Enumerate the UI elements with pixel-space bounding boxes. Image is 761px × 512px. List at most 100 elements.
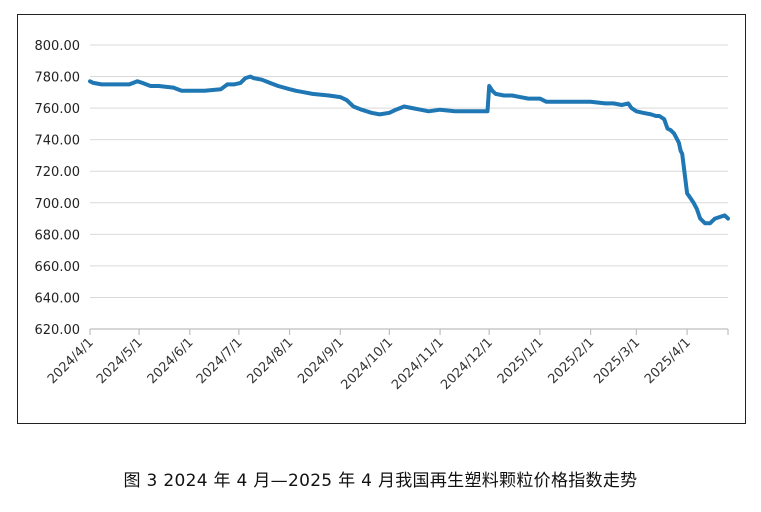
data-point bbox=[438, 108, 442, 112]
data-point bbox=[698, 216, 702, 221]
data-point bbox=[302, 90, 306, 94]
data-point bbox=[641, 111, 645, 115]
data-point bbox=[171, 86, 176, 90]
data-point bbox=[718, 215, 722, 219]
data-point bbox=[588, 100, 593, 104]
x-tick-label: 2024/9/1 bbox=[295, 335, 347, 387]
data-point bbox=[351, 104, 355, 109]
x-tick-label: 2025/2/1 bbox=[546, 335, 598, 387]
data-point bbox=[552, 100, 557, 104]
data-point bbox=[410, 106, 414, 110]
data-point bbox=[248, 74, 252, 79]
data-point bbox=[287, 87, 292, 91]
y-tick-label: 720.00 bbox=[35, 165, 81, 180]
data-point bbox=[629, 106, 634, 110]
data-point bbox=[692, 201, 696, 205]
data-point bbox=[502, 93, 506, 98]
data-point bbox=[713, 216, 717, 221]
data-point bbox=[678, 149, 683, 153]
data-point bbox=[418, 108, 423, 112]
y-tick-label: 780.00 bbox=[35, 71, 81, 86]
data-point bbox=[369, 111, 373, 115]
data-point bbox=[603, 101, 607, 105]
y-tick-label: 680.00 bbox=[35, 228, 81, 243]
figure-caption: 图 3 2024 年 4 月—2025 年 4 月我国再生塑料颗粒价格指数走势 bbox=[123, 471, 638, 491]
data-point bbox=[394, 108, 398, 112]
price-index-line-chart: 800.00 780.00 760.00 740.00 720.00 700.00 680.… bbox=[35, 39, 730, 393]
y-tick-label: 700.00 bbox=[35, 197, 81, 212]
data-point bbox=[268, 81, 272, 85]
data-point bbox=[152, 84, 156, 88]
y-tick-label: 760.00 bbox=[35, 102, 81, 117]
data-point bbox=[620, 103, 624, 107]
data-point bbox=[685, 191, 689, 195]
data-point bbox=[251, 76, 256, 80]
data-point bbox=[276, 84, 280, 88]
data-point bbox=[494, 92, 498, 96]
data-point bbox=[193, 89, 197, 93]
y-tick-label: 800.00 bbox=[35, 39, 81, 54]
data-point bbox=[327, 93, 331, 98]
x-tick-label: 2025/1/1 bbox=[495, 335, 547, 387]
data-point bbox=[345, 98, 349, 102]
data-point bbox=[135, 79, 140, 83]
data-point bbox=[238, 81, 243, 85]
data-point bbox=[402, 104, 406, 109]
data-point bbox=[91, 81, 95, 85]
data-point bbox=[703, 221, 707, 225]
x-tick-label: 2024/5/1 bbox=[94, 335, 146, 387]
data-point bbox=[294, 89, 298, 93]
price-index-series-line bbox=[88, 74, 730, 226]
data-point bbox=[359, 108, 364, 112]
data-point bbox=[695, 207, 699, 211]
x-tick-label: 2024/11/1 bbox=[389, 335, 447, 393]
data-point bbox=[479, 109, 483, 113]
x-tick-label: 2024/7/1 bbox=[194, 335, 246, 387]
data-point bbox=[243, 76, 248, 80]
data-point bbox=[180, 89, 184, 93]
x-tick-label: 2024/6/1 bbox=[145, 335, 197, 387]
data-point bbox=[626, 101, 630, 105]
data-point bbox=[654, 114, 658, 118]
x-tick-label: 2024/4/1 bbox=[45, 335, 97, 387]
data-point bbox=[680, 152, 684, 156]
data-point bbox=[665, 127, 670, 131]
data-point bbox=[688, 196, 692, 200]
data-point bbox=[310, 92, 315, 96]
y-tick-label: 620.00 bbox=[35, 323, 81, 338]
data-point bbox=[469, 109, 473, 113]
data-point bbox=[569, 100, 573, 104]
data-point bbox=[672, 131, 676, 135]
data-point bbox=[675, 138, 679, 142]
data-point bbox=[611, 101, 616, 105]
data-point bbox=[99, 82, 104, 87]
data-point bbox=[708, 221, 712, 225]
data-point bbox=[260, 78, 264, 82]
data-point bbox=[726, 216, 730, 221]
x-tick-label: 2024/12/1 bbox=[438, 335, 496, 393]
y-tick-label: 640.00 bbox=[35, 291, 81, 306]
data-point bbox=[148, 84, 153, 88]
data-point bbox=[518, 95, 522, 99]
data-point bbox=[677, 141, 681, 145]
chart-frame: 800.00 780.00 760.00 740.00 720.00 700.00 680.… bbox=[17, 14, 746, 424]
data-point bbox=[387, 111, 391, 115]
data-point bbox=[669, 128, 673, 132]
data-point bbox=[526, 97, 531, 101]
data-point bbox=[202, 89, 207, 93]
x-tick-label: 2024/10/1 bbox=[338, 335, 396, 393]
x-tick-label: 2025/3/1 bbox=[591, 335, 643, 387]
data-point bbox=[453, 109, 457, 113]
data-point bbox=[338, 95, 342, 99]
data-point bbox=[485, 109, 490, 113]
data-point bbox=[490, 89, 495, 93]
data-point bbox=[427, 109, 431, 113]
data-point bbox=[487, 84, 491, 88]
data-point bbox=[510, 93, 514, 98]
data-point bbox=[634, 109, 638, 113]
data-point bbox=[232, 82, 236, 87]
data-point bbox=[127, 82, 131, 87]
data-point bbox=[544, 100, 549, 104]
y-tick-label: 740.00 bbox=[35, 134, 81, 149]
data-point bbox=[157, 84, 161, 88]
